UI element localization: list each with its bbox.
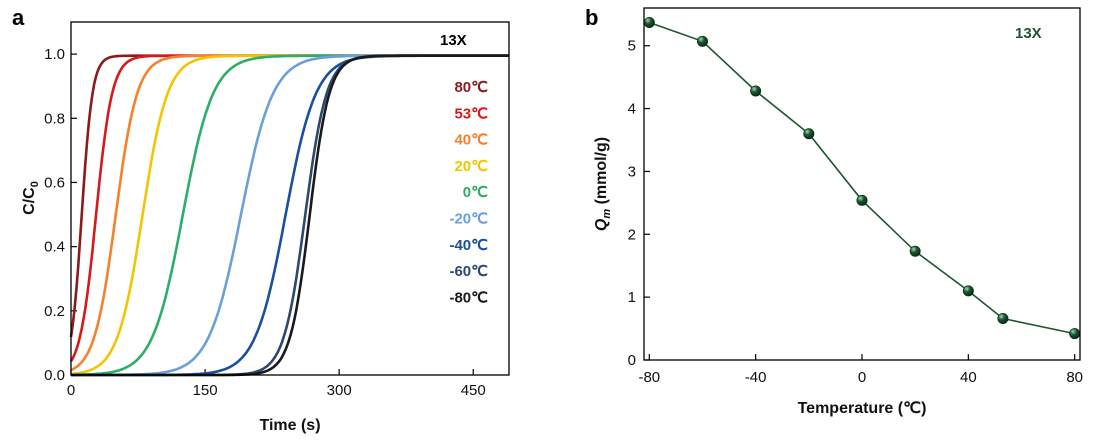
series-line [71,54,509,377]
y-tick-label: 0.8 [44,110,65,127]
series-line [71,54,509,377]
panel-b-y-axis-label: Qm (mmol/g) [593,137,613,231]
legend-label: 20℃ [454,158,488,175]
y-tick-label: 0 [628,352,636,369]
x-tick-label: -40 [745,369,767,386]
panel-a-frame [70,21,510,376]
panel-label-b: b [585,5,598,30]
y-tick-label: 5 [628,38,636,55]
legend-label: -40℃ [449,237,488,254]
y-tick-label: 1.0 [44,46,65,63]
x-tick-label: 150 [193,382,218,399]
x-tick-label: 450 [461,382,486,399]
data-point [643,16,655,28]
series-line [71,54,509,377]
data-point [856,194,868,206]
data-point [696,35,708,47]
series-line [71,54,509,377]
data-point [803,128,815,140]
panel-a-annotation: 13X [440,32,467,49]
data-point [750,85,762,97]
y-tick-label: 4 [628,101,636,118]
x-tick-label: 0 [67,382,75,399]
data-point [962,285,974,297]
panel-a-axes: 0 150 300 450 0.0 0.2 0.4 0.6 0.8 1.0 80℃ 53℃ 40℃ 20℃… [44,46,509,399]
y-tick-label: 0.2 [44,303,65,320]
data-point [909,245,921,257]
series-line [649,21,1075,335]
y-tick-label: 1 [628,289,636,306]
legend-label: 80℃ [454,79,488,96]
data-point [1069,328,1081,340]
x-tick-label: 40 [960,369,977,386]
legend-label: -20℃ [449,211,488,228]
legend-label: -60℃ [449,263,488,280]
y-tick-label: 3 [628,163,636,180]
legend-label: 53℃ [454,105,488,122]
y-tick-label: 2 [628,226,636,243]
series-line [71,54,509,377]
data-point [997,313,1009,325]
legend-label: 0℃ [463,184,488,201]
series-line [70,54,509,372]
panel-b-x-axis-label: Temperature (℃) [798,400,927,417]
y-tick-label: 0.6 [44,174,65,191]
panel-label-a: a [12,5,25,30]
panel-a-y-axis-label: C/C0 [21,181,41,215]
y-tick-label: 0.4 [44,239,65,256]
x-tick-label: 80 [1066,369,1083,386]
x-tick-label: -80 [638,369,660,386]
series-line [70,54,509,376]
panel-b-axes: -80 -40 0 40 80 0 1 2 3 4 5 [628,16,1083,386]
panel-a-x-axis-label: Time (s) [259,417,320,434]
panel-b-annotation: 13X [1015,25,1042,42]
legend-label: -80℃ [449,289,488,306]
x-tick-label: 0 [858,369,866,386]
legend-label: 40℃ [454,132,488,149]
y-tick-label: 0.0 [44,367,65,384]
x-tick-label: 300 [327,382,352,399]
panel-b-frame [643,7,1081,361]
